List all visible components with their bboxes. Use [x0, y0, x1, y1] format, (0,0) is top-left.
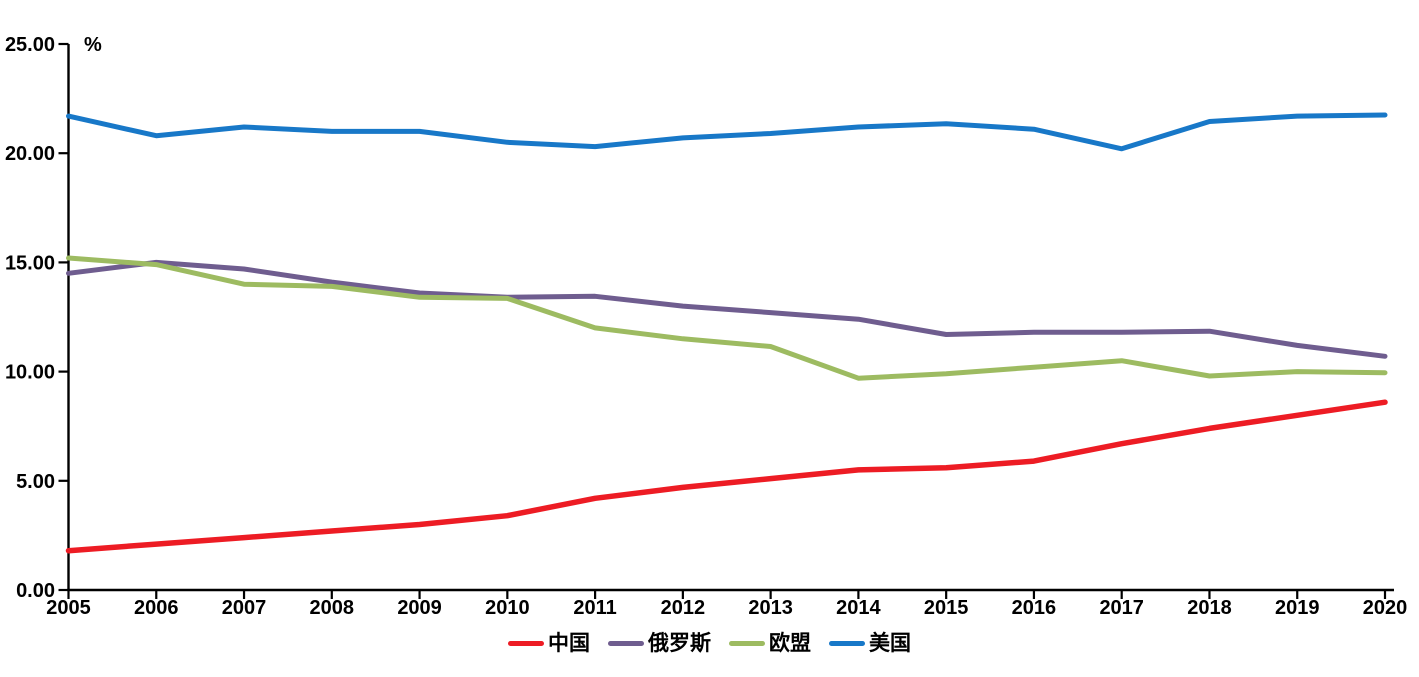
- y-axis-tick-label: 15.00: [5, 252, 55, 274]
- legend-item-usa: 美国: [829, 633, 911, 654]
- legend-swatch-eu: [729, 641, 765, 646]
- legend-label-usa: 美国: [869, 632, 911, 655]
- y-axis-unit-label: %: [84, 34, 102, 56]
- x-axis-tick-label: 2018: [1187, 597, 1232, 619]
- y-axis-tick-label: 25.00: [5, 34, 55, 56]
- line-eu: [66, 255, 1388, 381]
- x-axis-tick-label: 2014: [836, 597, 881, 619]
- x-axis-tick-label: 2016: [1012, 597, 1057, 619]
- x-axis-tick-label: 2008: [310, 597, 355, 619]
- x-axis-tick-label: 2006: [134, 597, 179, 619]
- y-axis-tick-label: 0.00: [16, 580, 55, 602]
- legend-item-russia: 俄罗斯: [608, 633, 711, 654]
- x-axis-tick-label: 2009: [397, 597, 442, 619]
- x-axis-tick-label: 2007: [222, 597, 267, 619]
- x-axis-tick-label: 2017: [1099, 597, 1144, 619]
- x-axis-tick-label: 2019: [1275, 597, 1320, 619]
- legend-swatch-china: [508, 641, 544, 646]
- x-axis-tick-label: 2015: [924, 597, 969, 619]
- legend: 中国 俄罗斯 欧盟 美国: [0, 633, 1419, 654]
- legend-swatch-usa: [829, 641, 865, 646]
- x-axis-tick-label: 2020: [1363, 597, 1408, 619]
- legend-label-china: 中国: [548, 632, 590, 655]
- x-axis-tick-label: 2005: [46, 597, 91, 619]
- legend-label-russia: 俄罗斯: [648, 632, 711, 655]
- legend-label-eu: 欧盟: [769, 632, 811, 655]
- x-axis-tick-label: 2011: [573, 597, 616, 619]
- line-russia: [66, 259, 1388, 359]
- legend-swatch-russia: [608, 641, 644, 646]
- line-usa: [66, 112, 1388, 152]
- y-axis-tick-label: 5.00: [16, 471, 55, 493]
- legend-item-eu: 欧盟: [729, 633, 811, 654]
- y-axis-tick-label: 10.00: [5, 362, 55, 384]
- legend-item-china: 中国: [508, 633, 590, 654]
- x-axis-tick-label: 2013: [748, 597, 793, 619]
- line-china: [65, 399, 1388, 554]
- x-axis-tick-label: 2012: [661, 597, 706, 619]
- y-axis-tick-label: 20.00: [5, 143, 55, 165]
- x-axis-tick-label: 2010: [485, 597, 530, 619]
